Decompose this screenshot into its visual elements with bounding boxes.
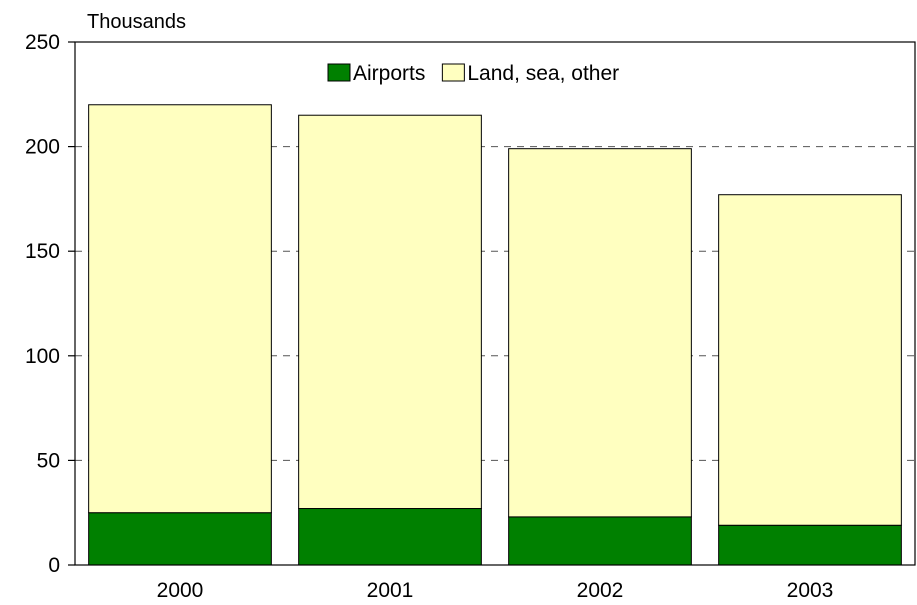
plot-frame [74,41,916,566]
gridlines [75,146,915,461]
bar-segment-land-sea-other [88,104,272,514]
x-tick-label: 2002 [577,579,624,602]
x-tick-label: 2001 [367,579,414,602]
legend: Airports Land, sea, other [327,62,619,85]
y-tick-label: 150 [25,240,60,263]
y-axis-unit-label: Thousands [87,11,186,33]
x-tick-label: 2003 [787,579,834,602]
bar-segment-airports [298,508,482,566]
legend-label-airports: Airports [353,62,425,85]
x-tick-label: 2000 [157,579,204,602]
y-tick-label: 250 [25,31,60,54]
y-tick-label: 50 [37,449,60,472]
bar-segment-land-sea-other [718,194,902,526]
y-tick-label: 0 [48,554,60,577]
legend-swatch-airports [327,63,351,82]
y-axis: 0 50 100 150 200 250 [25,31,75,577]
y-tick-label: 200 [25,136,60,159]
bar-segment-land-sea-other [298,114,482,510]
bars [88,104,902,566]
y-tick-label: 100 [25,345,60,368]
legend-label-land-sea-other: Land, sea, other [467,62,619,85]
bar-segment-land-sea-other [508,148,692,518]
bar-segment-airports [88,512,272,566]
bar-segment-airports [718,524,902,566]
bar-segment-airports [508,516,692,566]
x-axis: 2000 2001 2002 2003 [157,579,834,602]
legend-swatch-land-sea-other [441,63,465,82]
